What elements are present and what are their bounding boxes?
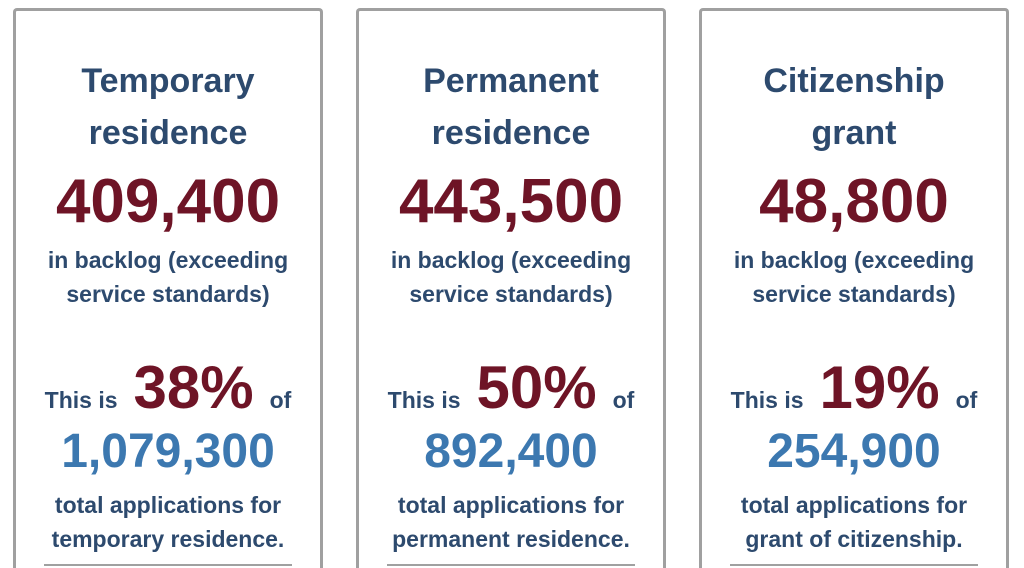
total-label: total applications for temporary residen… [51,492,285,552]
backlog-count: 443,500 [398,167,624,236]
percent-line: This is 38% of [16,353,320,422]
backlog-percent: 19% [819,354,940,421]
backlog-percent: 38% [133,354,254,421]
this-is-label: This is [44,387,118,413]
percent-line: This is 50% of [359,353,663,422]
this-is-label: This is [730,387,804,413]
card-title: Citizenship grant [763,62,945,152]
of-label: of [612,387,635,413]
of-label: of [269,387,292,413]
of-label: of [955,387,978,413]
total-label: total applications for permanent residen… [392,492,630,552]
card-title: Temporary residence [81,62,255,152]
card-title: Permanent residence [423,62,599,152]
backlog-percent: 50% [476,354,597,421]
total-label: total applications for grant of citizens… [740,492,968,552]
divider [730,564,978,566]
backlog-label: in backlog (exceeding service standards) [390,247,632,307]
backlog-label: in backlog (exceeding service standards) [733,247,975,307]
total-applications: 1,079,300 [61,425,275,478]
total-applications: 892,400 [424,425,598,478]
backlog-label: in backlog (exceeding service standards) [47,247,289,307]
stat-card: Permanent residence 443,500 in backlog (… [356,8,666,568]
backlog-count: 48,800 [759,167,949,236]
backlog-count: 409,400 [55,167,281,236]
divider [44,564,292,566]
stat-card: Temporary residence 409,400 in backlog (… [13,8,323,568]
divider [387,564,635,566]
total-applications: 254,900 [767,425,941,478]
percent-line: This is 19% of [702,353,1006,422]
this-is-label: This is [387,387,461,413]
stat-card: Citizenship grant 48,800 in backlog (exc… [699,8,1009,568]
